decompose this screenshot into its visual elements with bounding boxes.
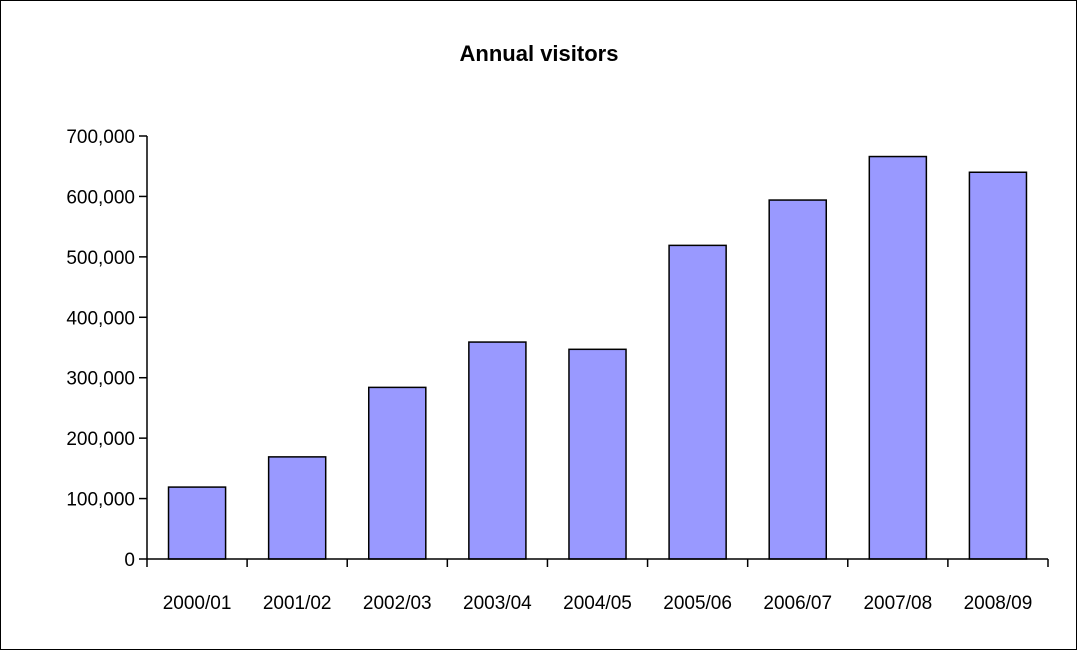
- x-tick-label: 2003/04: [463, 593, 532, 614]
- y-tick-label: 300,000: [66, 369, 135, 390]
- x-tick-label: 2001/02: [263, 593, 332, 614]
- x-axis: 2000/01 2001/02 2002/03 2003/04 2004/05 2005/…: [146, 558, 1049, 614]
- bar: [668, 244, 727, 560]
- bar: [267, 456, 327, 560]
- y-tick-label: 600,000: [66, 187, 135, 208]
- x-tick-label: 2000/01: [163, 593, 232, 614]
- bar: [167, 486, 227, 560]
- x-tick-label: 2006/07: [763, 593, 832, 614]
- x-tick-label: 2004/05: [563, 593, 632, 614]
- bar: [468, 341, 527, 560]
- y-tick-label: 0: [124, 550, 135, 571]
- y-axis: 0 100,000 200,000 300,000 400,000 500,000 600,…: [66, 127, 148, 571]
- chart-title: Annual visitors: [460, 41, 619, 66]
- y-tick-label: 700,000: [66, 127, 135, 148]
- bar: [568, 348, 627, 560]
- bar: [968, 171, 1028, 560]
- bar: [367, 386, 427, 560]
- x-tick-label: 2002/03: [363, 593, 432, 614]
- y-tick-label: 100,000: [66, 490, 135, 511]
- y-tick-label: 500,000: [66, 248, 135, 269]
- x-tick-label: 2008/09: [964, 593, 1033, 614]
- x-tick-label: 2007/08: [863, 593, 932, 614]
- x-tick-label: 2005/06: [663, 593, 732, 614]
- y-tick-label: 200,000: [66, 429, 135, 450]
- bar: [868, 155, 928, 560]
- bars: [167, 155, 1028, 560]
- bar: [768, 199, 828, 560]
- y-tick-label: 400,000: [66, 308, 135, 329]
